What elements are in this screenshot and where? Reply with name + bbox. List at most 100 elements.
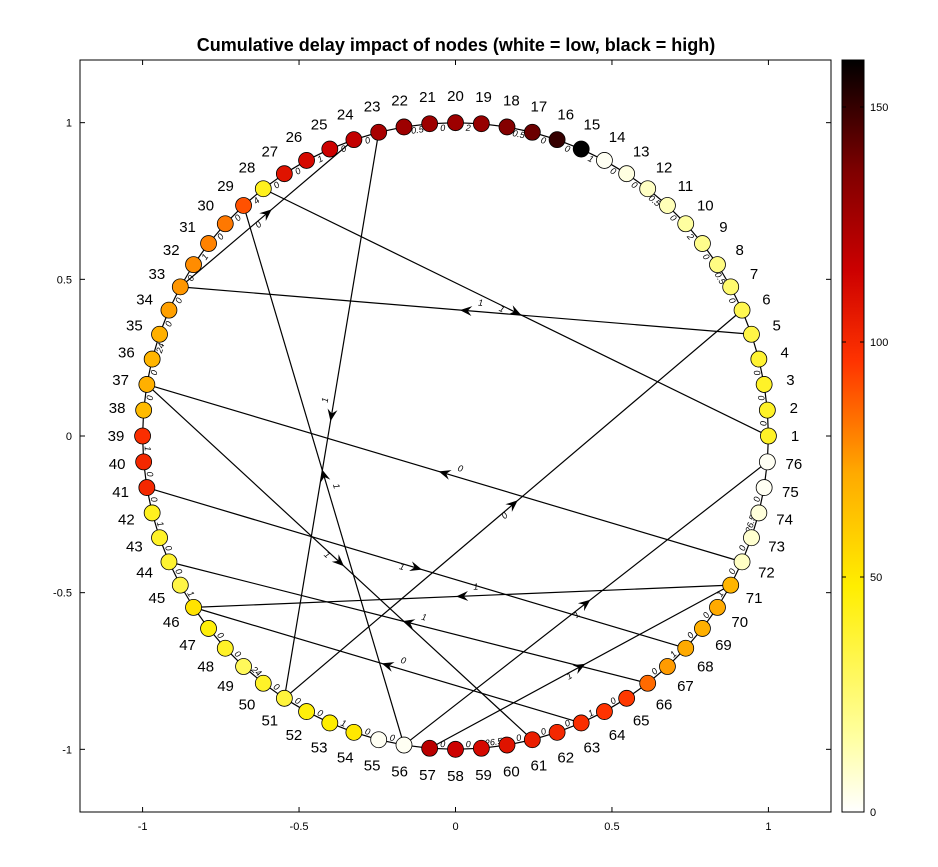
node-label: 23: [364, 98, 381, 115]
node-label: 68: [697, 658, 714, 675]
node: [760, 427, 777, 445]
node: [733, 553, 751, 571]
node-label: 59: [475, 767, 492, 784]
colorbar-tick-label: 0: [870, 807, 876, 819]
node-label: 72: [758, 565, 775, 582]
node: [523, 123, 541, 141]
node: [758, 453, 776, 471]
node-label: 5: [772, 318, 780, 335]
ring-edge-label: 1: [143, 446, 153, 451]
node-label: 17: [531, 98, 548, 115]
node: [618, 165, 636, 183]
node-label: 56: [391, 763, 408, 780]
ring-edge-label: 0: [316, 707, 325, 718]
node: [523, 731, 541, 749]
chord-arrowhead: [577, 599, 591, 612]
node-label: 61: [531, 758, 548, 775]
chord-edge-label: 1: [320, 397, 331, 404]
chord-edge-label: 1: [473, 582, 478, 592]
node-label: 54: [337, 750, 354, 767]
chord-arrowhead: [508, 305, 522, 315]
node-label: 48: [197, 658, 214, 675]
node: [143, 504, 161, 522]
ring-edge-label: 0.5: [411, 124, 426, 136]
chord-edge-label: 1: [571, 609, 581, 620]
ring-edge-label: 1: [586, 153, 595, 164]
chord-arrowhead: [381, 662, 395, 672]
colorbar-tick-label: 50: [870, 572, 882, 584]
node-label: 67: [677, 678, 694, 695]
node: [596, 703, 613, 720]
node-label: 18: [503, 93, 520, 110]
chord-arrowhead: [438, 470, 452, 480]
node-label: 4: [780, 345, 788, 362]
ring-edge-label: 0: [756, 395, 767, 401]
node: [572, 714, 590, 732]
chord-arrowhead: [331, 554, 344, 567]
ring-edge-label: 24: [154, 342, 167, 355]
x-tick-label: -1: [138, 821, 148, 833]
ring-edge-label: 0: [173, 567, 184, 576]
node-label: 44: [136, 565, 153, 582]
node-label: 46: [163, 614, 180, 631]
node: [143, 350, 161, 368]
x-tick-label: 0.5: [604, 821, 619, 833]
ring-edge-label: 0.5: [512, 128, 527, 141]
y-tick-label: 1: [66, 118, 72, 130]
node-label: 63: [584, 739, 601, 756]
ring-edge-label: 0: [293, 166, 302, 177]
node-label: 24: [337, 106, 354, 123]
node-label: 38: [109, 400, 126, 417]
colorbar-tick-label: 150: [870, 102, 888, 114]
node: [185, 256, 202, 274]
node: [235, 658, 252, 675]
node-label: 50: [239, 696, 256, 713]
ring-edge-label: 0: [440, 739, 445, 749]
colorbar-tick-label: 100: [870, 337, 888, 349]
node-label: 22: [391, 93, 408, 110]
node-labels: 1234567891011121314151617181920212223242…: [108, 88, 803, 785]
chord-arrowhead: [505, 500, 518, 512]
node-label: 53: [311, 739, 328, 756]
node: [639, 180, 657, 198]
node: [171, 576, 189, 594]
ring-edge-label: 0: [727, 296, 738, 305]
ring-edge-label: 0: [145, 395, 156, 401]
ring-edge-label: 0: [727, 567, 738, 576]
node-label: 49: [217, 678, 234, 695]
node-label: 14: [609, 129, 626, 146]
ring-edge-label: 0: [215, 232, 226, 242]
y-tick-label: -0.5: [53, 588, 72, 600]
node-label: 21: [419, 89, 436, 106]
node: [235, 197, 252, 214]
node-label: 41: [112, 484, 129, 501]
node: [298, 703, 315, 720]
node: [722, 278, 740, 296]
node: [421, 115, 439, 133]
ring-edge-label: 1: [316, 153, 325, 164]
ring-edge-label: 0: [215, 630, 226, 640]
ring-edge-label: 0: [563, 718, 571, 729]
node: [275, 165, 293, 183]
ring-edge-label: 0: [272, 180, 282, 191]
node: [200, 620, 217, 637]
node-label: 31: [179, 219, 196, 236]
node: [755, 376, 773, 393]
ring-edge-label: 0: [163, 544, 174, 552]
chart-title: Cumulative delay impact of nodes (white …: [197, 35, 715, 55]
node: [160, 301, 178, 319]
ring-edge-label: 0: [629, 180, 639, 191]
node-label: 43: [126, 538, 143, 555]
ring-edge-label: 0: [163, 320, 174, 328]
ring-edge-label: 0: [751, 369, 762, 376]
ring-edge-label: 0: [685, 630, 696, 640]
chord-edge-label: 1: [331, 482, 342, 490]
chord-arrowhead: [327, 408, 338, 422]
x-tick-label: -0.5: [290, 821, 309, 833]
node: [200, 235, 217, 252]
node: [370, 123, 388, 141]
node-label: 11: [678, 178, 694, 195]
ring-edge-label: 2: [465, 123, 471, 133]
node-label: 25: [311, 117, 328, 134]
